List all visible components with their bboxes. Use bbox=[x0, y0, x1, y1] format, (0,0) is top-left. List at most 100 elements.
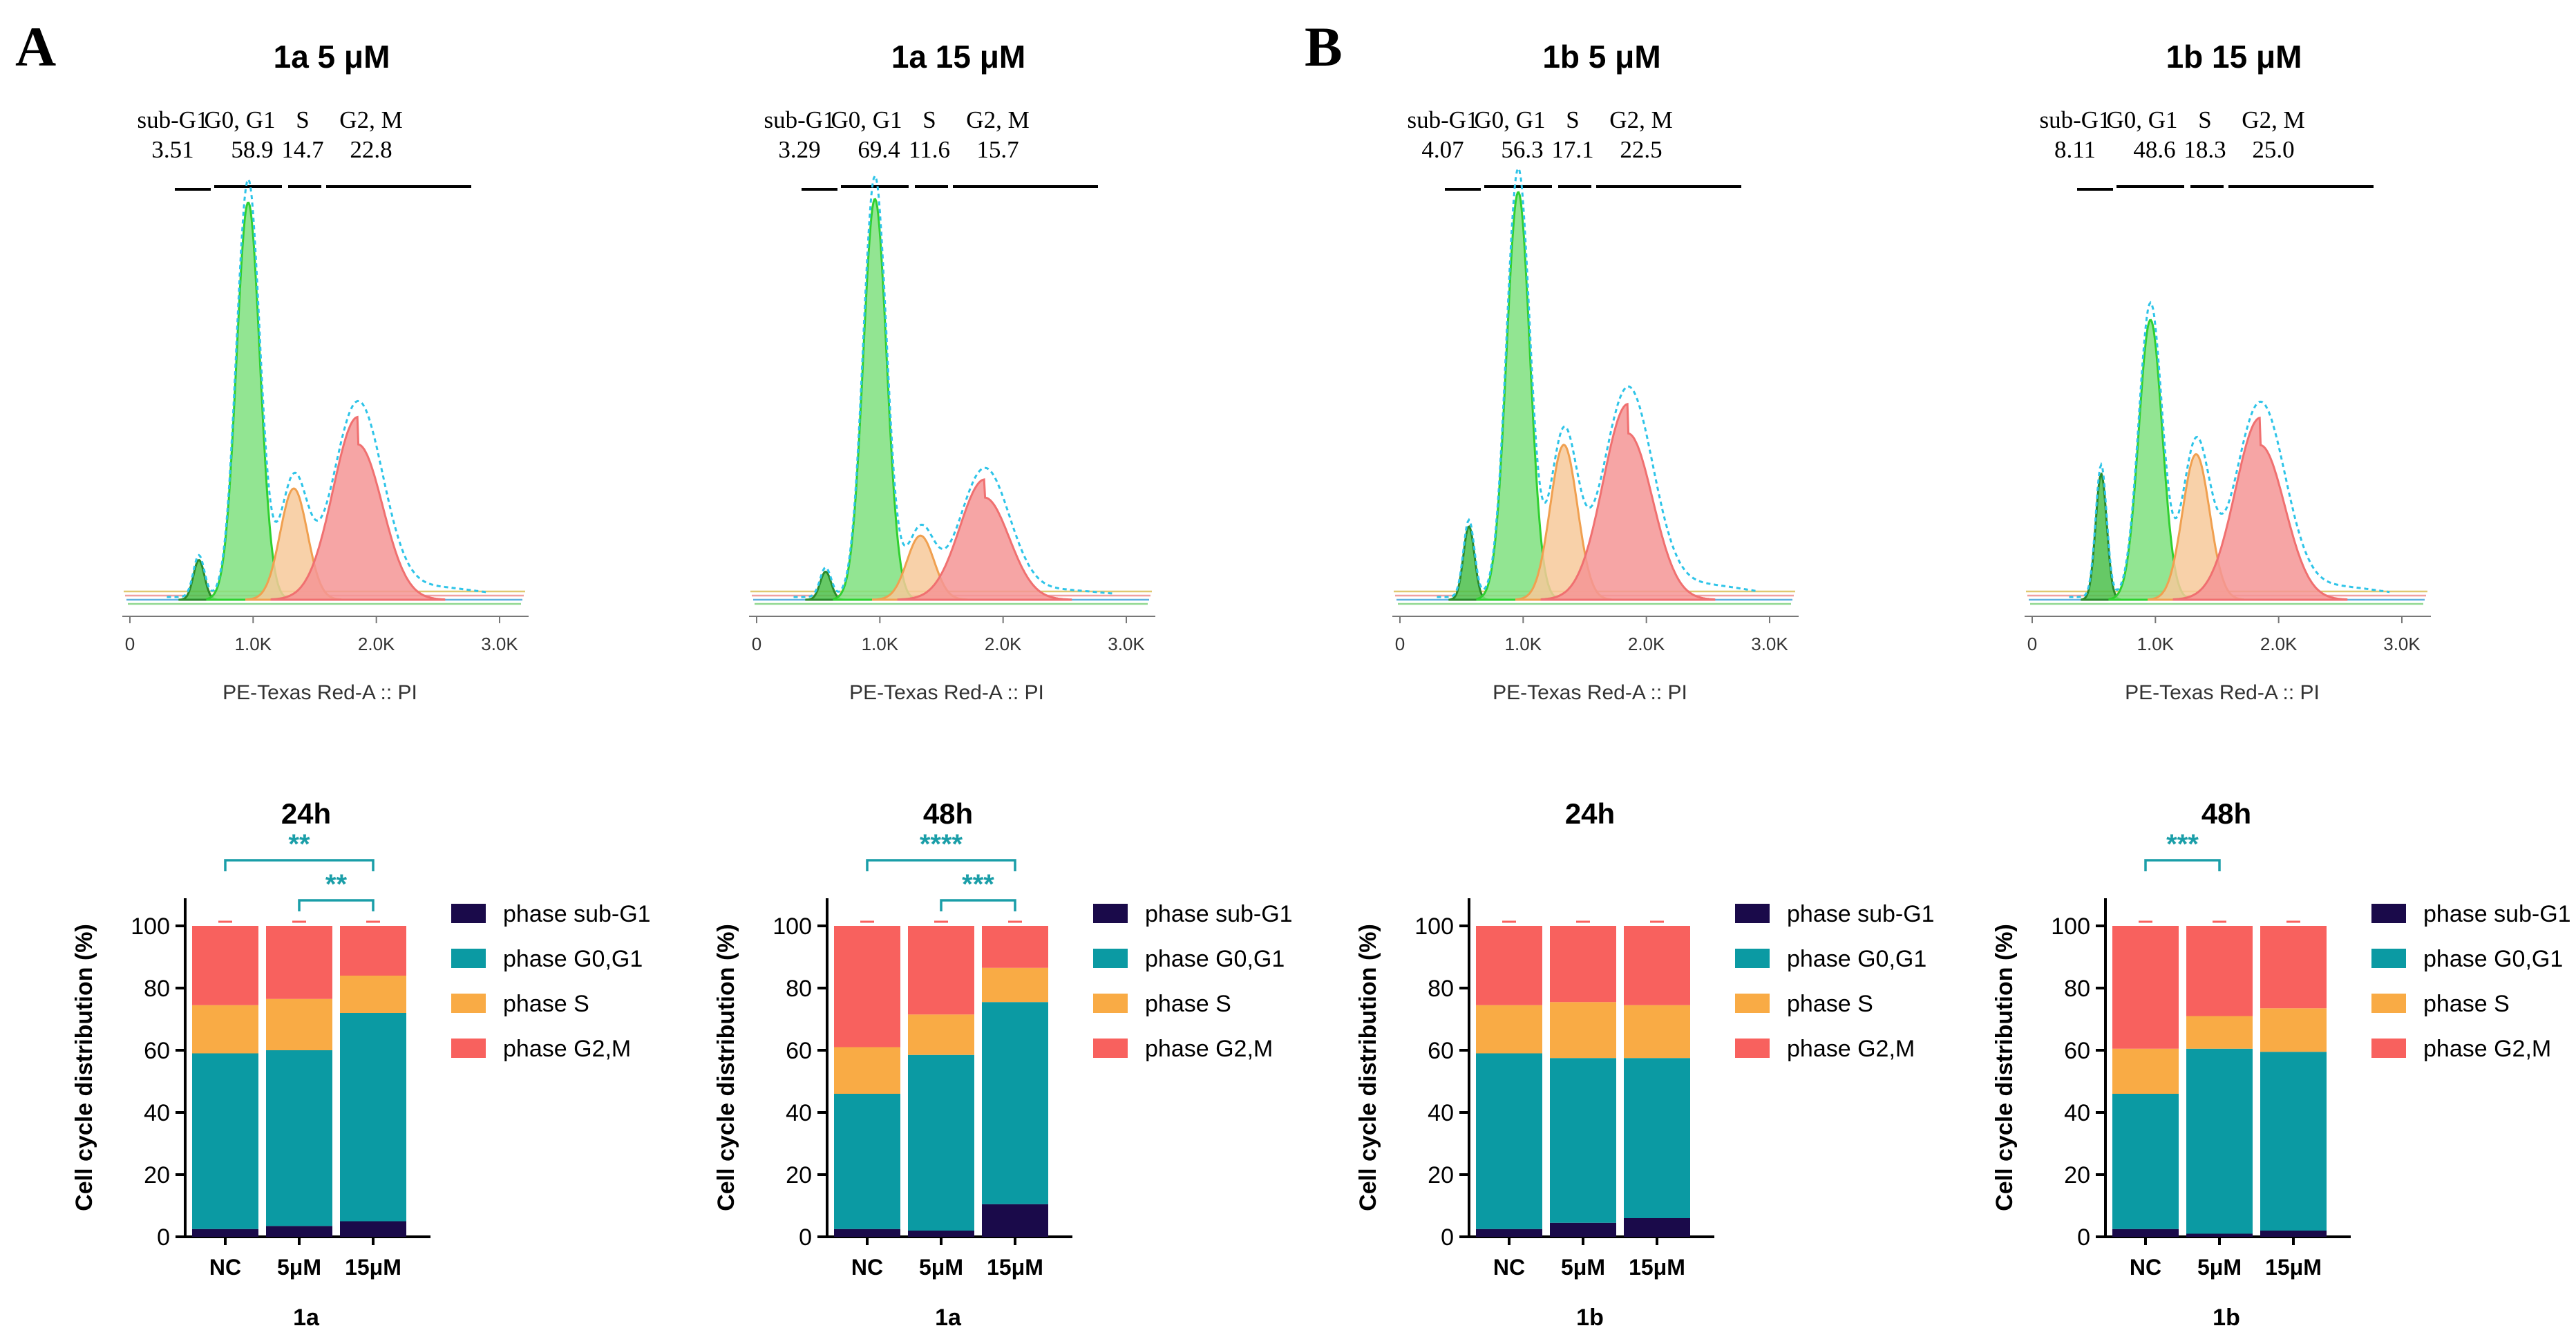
gate-percent-value: 14.7 bbox=[281, 136, 323, 163]
significance-label: ** bbox=[288, 829, 310, 860]
legend-label: phase S bbox=[1145, 991, 1231, 1017]
bar-segment bbox=[2186, 926, 2253, 1016]
histogram-x-tick-label: 0 bbox=[125, 634, 135, 654]
gate-phase-label: G2, M bbox=[966, 106, 1029, 133]
legend-swatch bbox=[1093, 994, 1128, 1013]
gate-phase-label: sub-G1 bbox=[2039, 106, 2110, 133]
bar-segment bbox=[266, 998, 332, 1050]
histogram-x-tick-label: 1.0K bbox=[862, 634, 899, 654]
y-tick-label: 0 bbox=[799, 1224, 812, 1251]
histogram-x-tick-label: 3.0K bbox=[481, 634, 518, 654]
y-tick-label: 40 bbox=[2064, 1100, 2090, 1126]
total-fit-outline bbox=[167, 177, 488, 598]
chart-title: 24h bbox=[1565, 797, 1615, 830]
x-tick-label: 15μM bbox=[345, 1255, 401, 1280]
gate-phase-label: G0, G1 bbox=[831, 106, 902, 133]
gate-phase-label: G2, M bbox=[339, 106, 402, 133]
gate-percent-value: 3.51 bbox=[151, 136, 193, 163]
legend-swatch bbox=[451, 1039, 486, 1058]
gate-percent-value: 25.0 bbox=[2252, 136, 2294, 163]
gate-percent-value: 17.1 bbox=[1551, 136, 1593, 163]
bar-segment bbox=[192, 1005, 258, 1054]
g0g1-peak bbox=[833, 198, 918, 601]
histogram-x-tick-label: 2.0K bbox=[1628, 634, 1665, 654]
gate-phase-label: G2, M bbox=[1609, 106, 1672, 133]
legend-swatch bbox=[2371, 1039, 2406, 1058]
histogram-x-tick-label: 3.0K bbox=[1751, 634, 1788, 654]
histogram-x-axis-label: PE-Texas Red-A :: PI bbox=[849, 681, 1044, 704]
total-fit-outline bbox=[793, 173, 1115, 598]
histogram-x-axis-label: PE-Texas Red-A :: PI bbox=[222, 681, 417, 704]
legend-swatch bbox=[1735, 994, 1770, 1013]
x-tick-label: 5μM bbox=[1561, 1255, 1605, 1280]
legend-swatch bbox=[2371, 949, 2406, 968]
x-tick-label: 15μM bbox=[2265, 1255, 2322, 1280]
legend-label: phase G0,G1 bbox=[1145, 946, 1285, 972]
bar-segment bbox=[1476, 1053, 1542, 1229]
y-tick-label: 60 bbox=[786, 1038, 812, 1064]
bar-segment bbox=[2260, 1052, 2327, 1231]
histogram-panel: 1b 15 μM sub-G1 8.11 G0, G1 48.6 S 18.3 G2, M 25… bbox=[2025, 39, 2431, 704]
histogram-x-axis-label: PE-Texas Red-A :: PI bbox=[1493, 681, 1687, 704]
bar-segment bbox=[908, 1231, 974, 1237]
bar-segment bbox=[266, 926, 332, 999]
gate-percent-value: 4.07 bbox=[1421, 136, 1464, 163]
bar-segment bbox=[2260, 926, 2327, 1009]
bar-segment bbox=[1624, 1005, 1690, 1059]
histogram-x-tick-label: 1.0K bbox=[2137, 634, 2175, 654]
bar-segment bbox=[2112, 926, 2179, 1049]
bar-segment bbox=[834, 926, 900, 1047]
legend-label: phase sub-G1 bbox=[1787, 901, 1935, 927]
stacked-bar-chart: 48h Cell cycle distribution (%) 0 20 40 60 80 1… bbox=[713, 797, 1293, 1331]
histogram-title: 1b 5 μM bbox=[1542, 39, 1660, 75]
y-tick-label: 80 bbox=[144, 976, 170, 1002]
sub-g1-peak bbox=[1448, 525, 1489, 601]
legend-label: phase S bbox=[1787, 991, 1873, 1017]
y-axis-label: Cell cycle distribution (%) bbox=[71, 924, 97, 1211]
g0g1-peak bbox=[206, 201, 291, 601]
y-tick-label: 60 bbox=[144, 1038, 170, 1064]
bar-segment bbox=[2260, 1231, 2327, 1237]
gate-percent-value: 11.6 bbox=[909, 136, 950, 163]
x-tick-label: 15μM bbox=[987, 1255, 1043, 1280]
significance-label: **** bbox=[920, 829, 963, 860]
bar-segment bbox=[340, 976, 406, 1013]
x-axis-label: 1b bbox=[2213, 1305, 2240, 1331]
legend-label: phase G0,G1 bbox=[2423, 946, 2563, 972]
bar-segment bbox=[1624, 1058, 1690, 1218]
gate-phase-label: G0, G1 bbox=[1474, 106, 1545, 133]
histogram-panel: 1a 15 μM sub-G1 3.29 G0, G1 69.4 S 11.6 G2, M 15… bbox=[749, 39, 1155, 704]
y-tick-label: 40 bbox=[786, 1100, 812, 1126]
bar-segment bbox=[340, 926, 406, 976]
total-fit-outline bbox=[1437, 166, 1758, 598]
y-tick-label: 100 bbox=[1414, 913, 1454, 940]
legend-swatch bbox=[451, 949, 486, 968]
legend-swatch bbox=[1735, 949, 1770, 968]
bar-segment bbox=[2186, 1048, 2253, 1234]
histogram-x-tick-label: 0 bbox=[752, 634, 761, 654]
gate-phase-label: G0, G1 bbox=[2106, 106, 2177, 133]
y-tick-label: 80 bbox=[786, 976, 812, 1002]
gate-percent-value: 58.9 bbox=[231, 136, 273, 163]
g2m-peak bbox=[270, 415, 446, 601]
gate-percent-value: 56.3 bbox=[1501, 136, 1543, 163]
gate-phase-label: S bbox=[922, 106, 936, 133]
histogram-title: 1a 5 μM bbox=[274, 39, 390, 75]
bar-segment bbox=[2112, 1229, 2179, 1237]
bar-segment bbox=[1476, 1005, 1542, 1054]
x-axis-label: 1a bbox=[293, 1305, 320, 1331]
legend-swatch bbox=[1735, 904, 1770, 923]
bar-chart-panels: 24h Cell cycle distribution (%) 0 20 40 60 80 1… bbox=[71, 797, 2571, 1331]
gate-phase-label: S bbox=[2198, 106, 2211, 133]
gate-phase-label: sub-G1 bbox=[1407, 106, 1478, 133]
panel-label-b: B bbox=[1305, 15, 1343, 78]
x-tick-label: NC bbox=[1493, 1255, 1525, 1280]
x-tick-label: NC bbox=[851, 1255, 883, 1280]
legend-label: phase G2,M bbox=[1145, 1036, 1273, 1062]
bar-segment bbox=[192, 1229, 258, 1237]
y-axis-label: Cell cycle distribution (%) bbox=[1355, 924, 1381, 1211]
panel-label-a: A bbox=[15, 15, 56, 78]
legend-swatch bbox=[1735, 1039, 1770, 1058]
bar-segment bbox=[192, 1053, 258, 1229]
